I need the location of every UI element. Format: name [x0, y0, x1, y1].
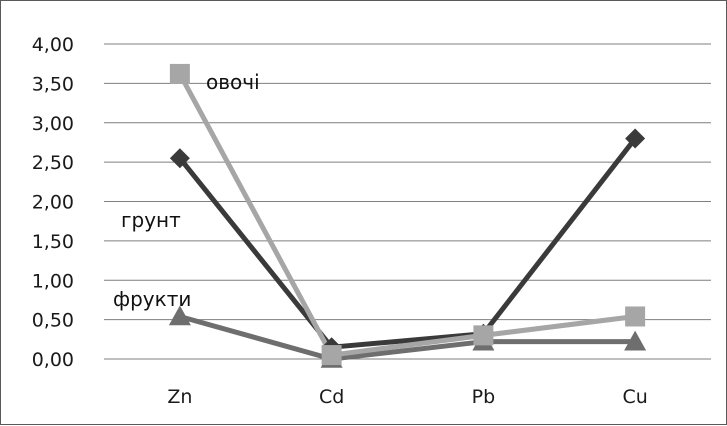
y-tick-label: 3,00 [32, 113, 74, 135]
y-tick-label: 0,00 [32, 349, 74, 371]
series-label-soil: грунт [121, 208, 181, 232]
series-lines [177, 72, 638, 362]
data-point [169, 63, 190, 84]
y-axis-ticks: 0,00 0,50 1,00 1,50 2,00 2,50 3,00 3,50 4,00 [32, 34, 74, 371]
x-axis-ticks: Zn Cd Pb Cu [167, 386, 647, 408]
y-tick-label: 1,00 [32, 270, 74, 292]
gridlines [104, 43, 711, 360]
series-line [177, 72, 636, 358]
series-label-vegetables: овочі [206, 70, 260, 94]
series-line [177, 136, 638, 350]
series-line [179, 314, 636, 362]
x-tick-label: Cu [622, 386, 647, 408]
x-tick-label: Cd [319, 386, 344, 408]
data-point [625, 306, 646, 327]
y-tick-label: 2,00 [32, 192, 74, 214]
data-point [321, 345, 342, 366]
x-tick-label: Zn [167, 386, 192, 408]
series-labels: овочі грунт фрукти [113, 70, 260, 311]
data-point [624, 330, 647, 351]
data-point [168, 305, 191, 326]
x-tick-label: Pb [472, 386, 496, 408]
data-point [169, 148, 190, 169]
y-tick-label: 1,50 [32, 231, 74, 253]
y-tick-label: 4,00 [32, 34, 74, 56]
data-point [473, 325, 494, 346]
y-tick-label: 3,50 [32, 73, 74, 95]
series-label-fruits: фрукти [113, 287, 191, 311]
y-tick-label: 2,50 [32, 152, 74, 174]
data-point [625, 128, 646, 149]
series-markers [168, 63, 647, 368]
y-tick-label: 0,50 [32, 310, 74, 332]
